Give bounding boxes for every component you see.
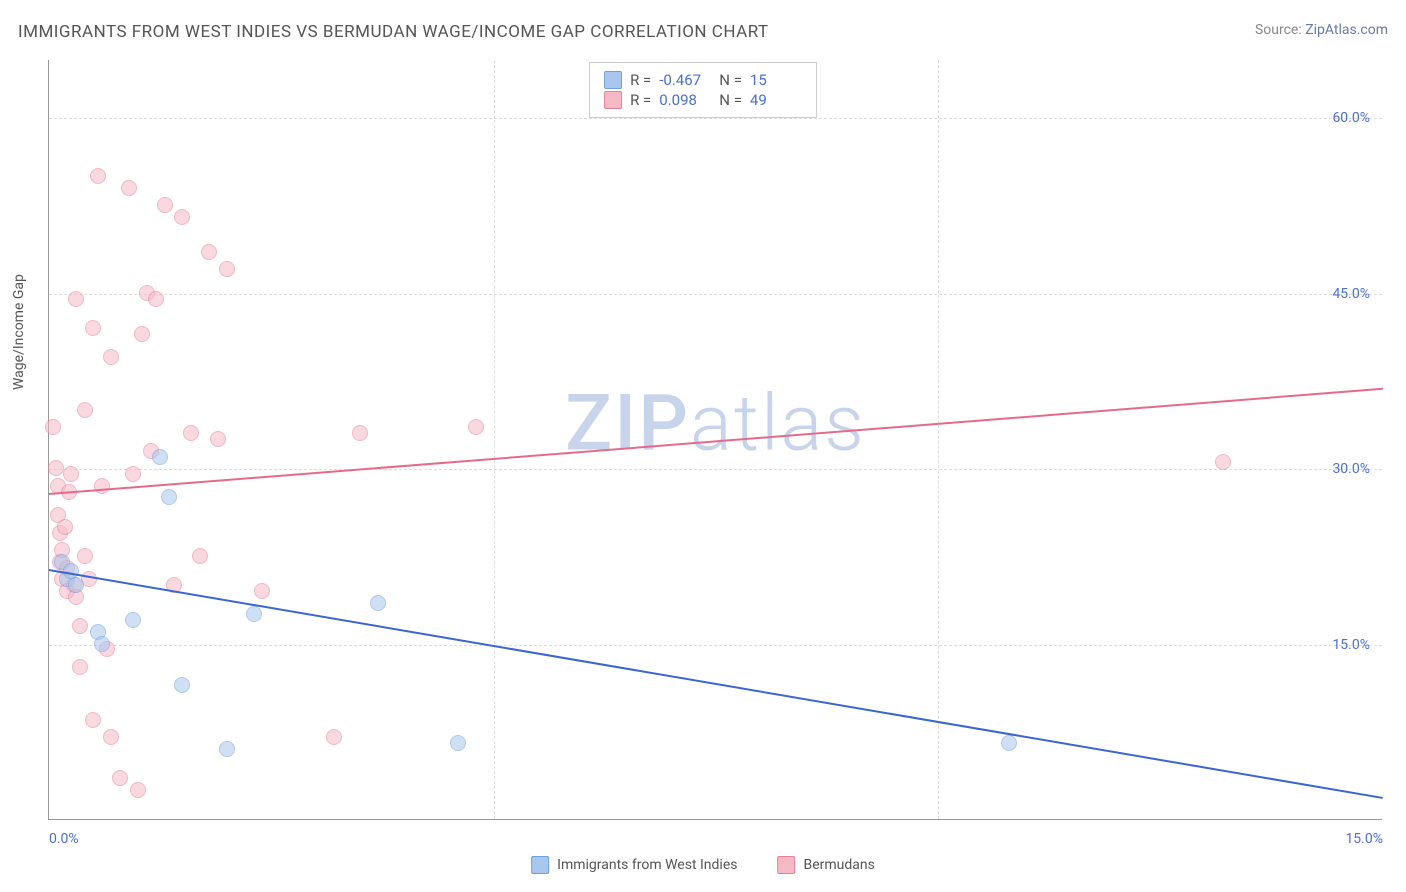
y-tick-label: 15.0%: [1332, 637, 1370, 653]
legend-item: Bermudans: [777, 856, 874, 874]
stats-legend-box: R = -0.467 N = 15 R = 0.098 N = 49: [589, 62, 817, 118]
y-tick-label: 60.0%: [1332, 110, 1370, 126]
watermark-light: atlas: [690, 379, 866, 470]
scatter-point: [161, 489, 177, 505]
scatter-point: [468, 419, 484, 435]
source-attribution: Source: ZipAtlas.com: [1255, 22, 1388, 38]
scatter-point: [94, 478, 110, 494]
scatter-point: [1001, 735, 1017, 751]
plot-area: Wage/Income Gap ZIPatlas 15.0%30.0%45.0%…: [48, 60, 1382, 820]
scatter-point: [157, 197, 173, 213]
scatter-point: [183, 425, 199, 441]
y-tick-label: 45.0%: [1332, 286, 1370, 302]
scatter-point: [63, 466, 79, 482]
scatter-point: [57, 519, 73, 535]
trend-line: [49, 569, 1383, 799]
scatter-point: [219, 261, 235, 277]
scatter-point: [125, 612, 141, 628]
n-label: N =: [719, 71, 742, 89]
x-tick-label: 0.0%: [49, 831, 79, 847]
chart-title: IMMIGRANTS FROM WEST INDIES VS BERMUDAN …: [18, 22, 769, 42]
scatter-point: [174, 677, 190, 693]
y-tick-label: 30.0%: [1332, 461, 1370, 477]
n-value: 15: [750, 71, 802, 89]
bottom-legend: Immigrants from West Indies Bermudans: [531, 856, 875, 874]
source-link[interactable]: ZipAtlas.com: [1305, 22, 1388, 38]
gridline-horizontal: [49, 645, 1382, 646]
scatter-point: [370, 595, 386, 611]
scatter-point: [352, 425, 368, 441]
scatter-point: [125, 466, 141, 482]
legend-label: Immigrants from West Indies: [557, 857, 737, 873]
gridline-vertical: [494, 60, 495, 819]
scatter-point: [103, 729, 119, 745]
scatter-point: [254, 583, 270, 599]
legend-swatch: [604, 91, 622, 109]
scatter-point: [68, 291, 84, 307]
r-label: R =: [630, 91, 651, 109]
legend-swatch: [604, 71, 622, 89]
gridline-vertical: [938, 60, 939, 819]
scatter-point: [201, 244, 217, 260]
n-value: 49: [750, 91, 802, 109]
legend-item: Immigrants from West Indies: [531, 856, 737, 874]
scatter-point: [174, 209, 190, 225]
scatter-point: [68, 577, 84, 593]
scatter-point: [450, 735, 466, 751]
r-label: R =: [630, 71, 651, 89]
stats-row: R = -0.467 N = 15: [604, 71, 802, 89]
scatter-point: [148, 291, 164, 307]
scatter-point: [152, 449, 168, 465]
scatter-point: [90, 168, 106, 184]
scatter-point: [192, 548, 208, 564]
scatter-point: [112, 770, 128, 786]
scatter-point: [1215, 454, 1231, 470]
scatter-point: [77, 402, 93, 418]
scatter-point: [121, 180, 137, 196]
n-label: N =: [719, 91, 742, 109]
scatter-point: [130, 782, 146, 798]
scatter-point: [246, 606, 262, 622]
legend-swatch: [777, 856, 795, 874]
gridline-horizontal: [49, 118, 1382, 119]
gridline-horizontal: [49, 469, 1382, 470]
r-value: 0.098: [659, 91, 711, 109]
scatter-point: [48, 460, 64, 476]
scatter-point: [72, 618, 88, 634]
legend-swatch: [531, 856, 549, 874]
scatter-point: [326, 729, 342, 745]
stats-row: R = 0.098 N = 49: [604, 91, 802, 109]
scatter-point: [219, 741, 235, 757]
legend-label: Bermudans: [803, 857, 874, 873]
source-label: Source:: [1255, 22, 1305, 38]
scatter-point: [85, 712, 101, 728]
scatter-point: [72, 659, 88, 675]
y-axis-title: Wage/Income Gap: [11, 274, 27, 390]
scatter-point: [134, 326, 150, 342]
scatter-point: [77, 548, 93, 564]
scatter-point: [103, 349, 119, 365]
r-value: -0.467: [659, 71, 711, 89]
watermark: ZIPatlas: [565, 379, 866, 470]
scatter-point: [94, 636, 110, 652]
scatter-point: [85, 320, 101, 336]
scatter-point: [210, 431, 226, 447]
watermark-bold: ZIP: [565, 379, 690, 470]
x-tick-label: 15.0%: [1345, 831, 1383, 847]
gridline-horizontal: [49, 294, 1382, 295]
scatter-point: [45, 419, 61, 435]
trend-line: [49, 387, 1383, 494]
